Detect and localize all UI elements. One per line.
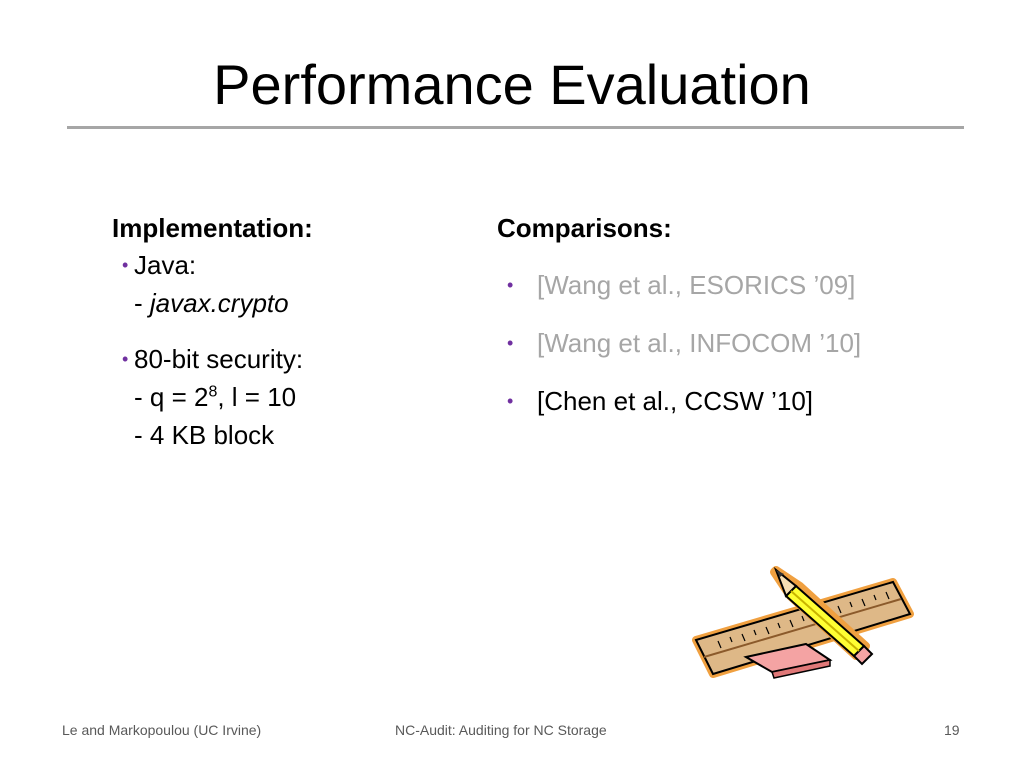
bullet-icon: • xyxy=(507,333,514,353)
pencil-icon xyxy=(770,566,874,666)
java-label: Java: xyxy=(134,250,197,280)
bullet-icon: • xyxy=(122,255,129,275)
security-params: - q = 28, l = 10 xyxy=(134,382,297,412)
bullet-icon: • xyxy=(507,391,514,411)
security-label: 80-bit security: xyxy=(134,344,304,374)
comparison-item-wang-esorics: • [Wang et al., ESORICS ’09] xyxy=(497,266,957,304)
footer-page-number: 19 xyxy=(944,722,960,738)
bullet-security: • 80-bit security: - q = 28, l = 10 - 4 … xyxy=(112,340,432,454)
comparisons-column: Comparisons: • [Wang et al., ESORICS ’09… xyxy=(497,210,957,420)
title-divider xyxy=(67,126,964,129)
comparison-item-chen-ccsw: • [Chen et al., CCSW ’10] xyxy=(497,382,957,420)
footer-talk-title: NC-Audit: Auditing for NC Storage xyxy=(395,722,607,738)
bullet-java: • Java: - javax.crypto xyxy=(112,246,432,322)
block-size: - 4 KB block xyxy=(134,420,275,450)
ruler-icon xyxy=(692,578,914,678)
java-library: - javax.crypto xyxy=(134,288,289,318)
slide-title: Performance Evaluation xyxy=(213,53,811,116)
bullet-icon: • xyxy=(122,349,129,369)
implementation-heading: Implementation: xyxy=(112,213,313,243)
bullet-icon: • xyxy=(507,275,514,295)
implementation-column: Implementation: • Java: - javax.crypto •… xyxy=(112,210,432,454)
footer-authors: Le and Markopoulou (UC Irvine) xyxy=(62,722,262,738)
ruler-pencil-eraser-clipart xyxy=(692,566,914,679)
eraser-icon xyxy=(743,642,833,679)
comparison-item-wang-infocom: • [Wang et al., INFOCOM ’10] xyxy=(497,324,957,362)
comparisons-heading: Comparisons: xyxy=(497,213,672,243)
